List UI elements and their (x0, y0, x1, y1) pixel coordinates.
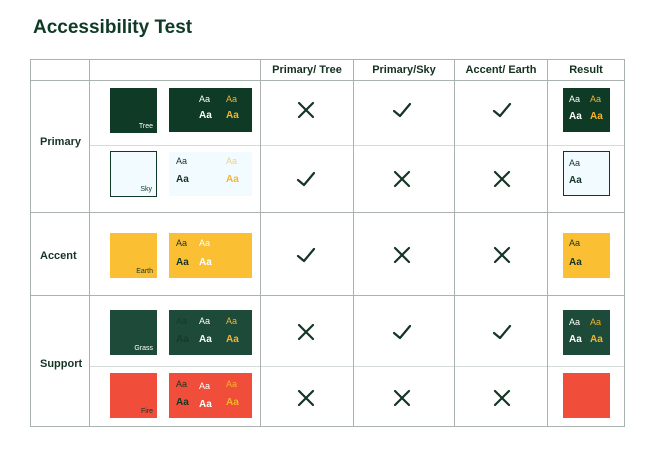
result-white-bold: Aa (569, 111, 582, 122)
sample-white-bold: Aa (199, 334, 212, 345)
sample-gold-regular: Aa (226, 379, 238, 389)
result-fire (563, 373, 610, 418)
swatch-label: Tree (138, 123, 153, 130)
text-sample-tree: Aa Aa Aa Aa (169, 88, 252, 132)
sample-ink-bold: Aa (176, 257, 189, 268)
sample-gold-regular: Aa (226, 94, 238, 104)
color-swatch-fire: Fire (110, 373, 157, 418)
header-primary-tree: Primary/ Tree (272, 63, 342, 76)
text-sample-fire: Aa Aa Aa Aa Aa Aa (169, 373, 252, 418)
sample-ink-regular: Aa (176, 156, 188, 166)
sample-white-regular: Aa (199, 381, 211, 391)
x-icon (297, 389, 315, 407)
x-icon (297, 101, 315, 119)
x-icon (393, 389, 411, 407)
header-divider (30, 80, 625, 81)
sub-row-divider (90, 145, 625, 146)
result-gold-regular: Aa (590, 94, 602, 104)
text-sample-earth: Aa Aa Aa Aa (169, 233, 252, 278)
x-icon (297, 323, 315, 341)
x-icon (493, 246, 511, 264)
text-sample-grass: Aa Aa Aa Aa Aa Aa (169, 310, 252, 355)
sample-dark-bold: Aa (176, 334, 189, 345)
swatch-label: Earth (136, 268, 153, 275)
col-divider (353, 59, 354, 427)
col-divider (454, 59, 455, 427)
result-gold-regular: Aa (590, 317, 602, 327)
result-sky: Aa Aa (563, 151, 610, 196)
header-result: Result (569, 63, 603, 76)
x-icon (393, 170, 411, 188)
sub-row-divider (90, 366, 625, 367)
x-icon (393, 246, 411, 264)
result-grass: Aa Aa Aa Aa (563, 310, 610, 355)
result-tree: Aa Aa Aa Aa (563, 88, 610, 132)
col-divider (260, 59, 261, 427)
table-border-top (30, 59, 625, 60)
sample-ink-regular: Aa (176, 379, 188, 389)
sample-white-regular: Aa (199, 238, 211, 248)
group-label-accent: Accent (40, 250, 77, 262)
header-accent-earth: Accent/ Earth (465, 63, 537, 76)
sample-white-bold: Aa (199, 110, 212, 121)
color-swatch-earth: Earth (110, 233, 157, 278)
checkmark-icon (296, 171, 316, 187)
table-border-bottom (30, 426, 625, 427)
sample-ink-bold: Aa (176, 397, 189, 408)
checkmark-icon (392, 102, 412, 118)
sample-white-bold: Aa (199, 257, 212, 268)
result-white-bold: Aa (569, 334, 582, 345)
x-icon (493, 389, 511, 407)
result-white-regular: Aa (569, 317, 581, 327)
result-ink-regular: Aa (569, 158, 581, 168)
col-divider (547, 59, 548, 427)
color-swatch-tree: Tree (110, 88, 157, 133)
checkmark-icon (392, 324, 412, 340)
sample-gold-regular: Aa (226, 156, 238, 166)
sample-white-regular: Aa (199, 316, 211, 326)
sample-white-bold: Aa (199, 399, 212, 410)
checkmark-icon (492, 324, 512, 340)
sample-gold-bold: Aa (226, 397, 239, 408)
sample-white-regular: Aa (199, 94, 211, 104)
result-gold-bold: Aa (590, 111, 603, 122)
sample-gold-bold: Aa (226, 110, 239, 121)
result-ink-bold: Aa (569, 257, 582, 268)
header-primary-sky: Primary/Sky (372, 63, 436, 76)
x-icon (493, 170, 511, 188)
result-gold-bold: Aa (590, 334, 603, 345)
sample-gold-bold: Aa (226, 174, 239, 185)
swatch-label: Sky (140, 186, 152, 193)
row-divider (30, 295, 625, 296)
sample-gold-regular: Aa (226, 316, 238, 326)
group-label-support: Support (40, 358, 83, 370)
sample-dark-regular: Aa (176, 316, 188, 326)
row-divider (30, 212, 625, 213)
color-swatch-grass: Grass (110, 310, 157, 355)
sample-ink-regular: Aa (176, 238, 188, 248)
result-ink-bold: Aa (569, 175, 582, 186)
swatch-label: Grass (134, 345, 153, 352)
checkmark-icon (492, 102, 512, 118)
sample-ink-bold: Aa (176, 174, 189, 185)
result-ink-regular: Aa (569, 238, 581, 248)
table-border-left (30, 59, 31, 427)
page-title: Accessibility Test (33, 17, 193, 38)
color-swatch-sky: Sky (110, 151, 157, 197)
table-border-right (624, 59, 625, 427)
result-white-regular: Aa (569, 94, 581, 104)
checkmark-icon (296, 247, 316, 263)
swatch-label: Fire (140, 408, 153, 415)
group-label-primary: Primary (40, 136, 81, 148)
sample-gold-bold: Aa (226, 334, 239, 345)
col-divider (89, 59, 90, 427)
result-earth: Aa Aa (563, 233, 610, 278)
text-sample-sky: Aa Aa Aa Aa (169, 152, 252, 196)
